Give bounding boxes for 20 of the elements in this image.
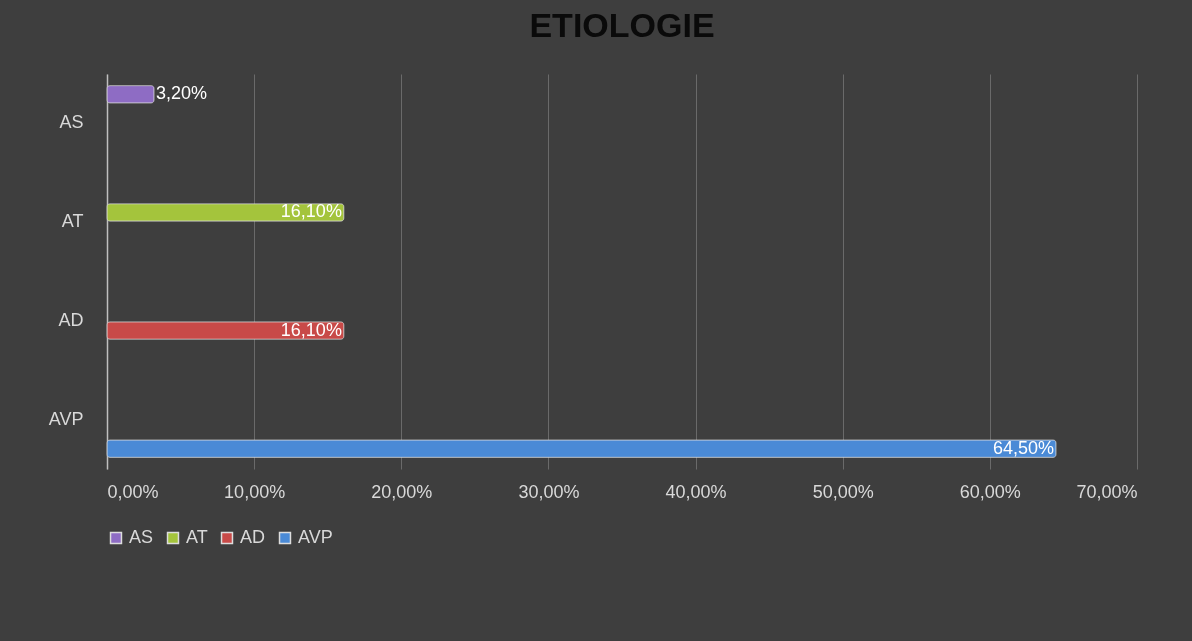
x-tick-label: 70,00% xyxy=(1076,481,1138,502)
x-tick-label: 40,00% xyxy=(665,481,727,502)
x-tick-label: 0,00% xyxy=(107,481,159,502)
legend-label: AT xyxy=(186,527,208,547)
x-tick-label: 60,00% xyxy=(959,481,1021,502)
data-label: 16,10% xyxy=(280,201,342,222)
y-tick-label: AD xyxy=(58,309,84,330)
y-tick-label: AVP xyxy=(48,408,84,429)
x-tick-label: 30,00% xyxy=(518,481,580,502)
legend-label: AS xyxy=(129,527,154,547)
x-tick-label: 20,00% xyxy=(371,481,433,502)
legend-label: AVP xyxy=(298,527,333,547)
x-tick-label: 50,00% xyxy=(812,481,874,502)
y-tick-label: AS xyxy=(59,112,84,133)
legend-label: AD xyxy=(240,527,266,547)
data-label: 64,50% xyxy=(993,437,1055,458)
x-tick-label: 10,00% xyxy=(224,481,286,502)
data-label: 16,10% xyxy=(280,319,342,340)
y-tick-label: AT xyxy=(61,211,84,232)
data-label: 3,20% xyxy=(156,83,208,104)
